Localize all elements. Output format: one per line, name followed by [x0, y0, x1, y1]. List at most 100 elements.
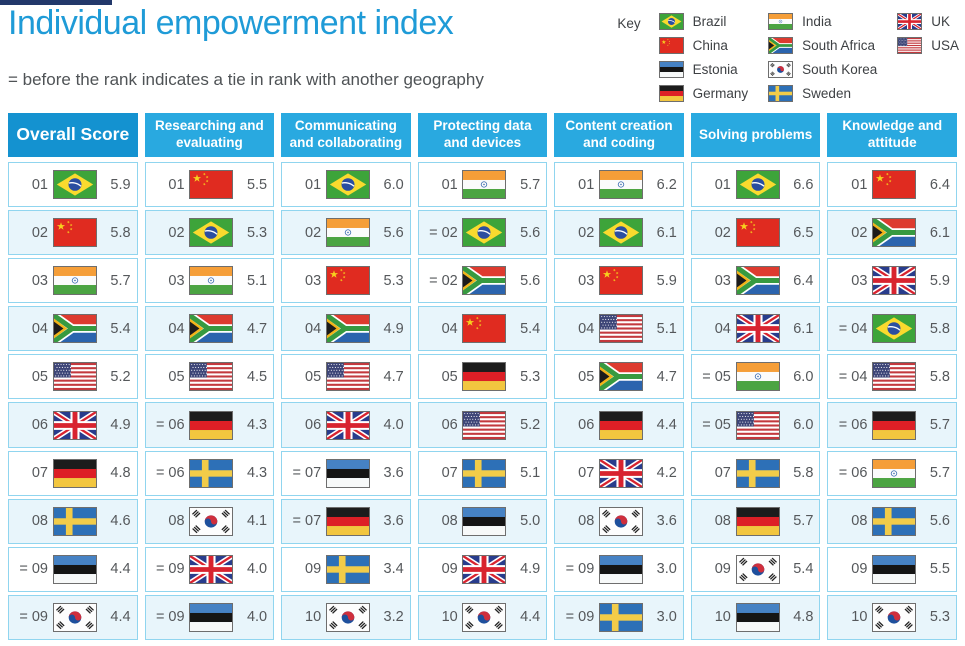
flag-germany-icon	[872, 410, 917, 440]
rank-row: 03 5.9	[827, 258, 957, 304]
score-value: 3.6	[656, 513, 677, 530]
rank-label: = 07	[292, 465, 322, 482]
flag-china-icon	[462, 314, 507, 344]
score-value: 5.4	[110, 320, 131, 337]
flag-south-korea-icon	[189, 506, 234, 536]
score-value: 4.4	[520, 609, 541, 626]
rank-row: 08 5.6	[827, 498, 957, 544]
rank-label: 10	[851, 609, 868, 626]
rank-label: = 09	[565, 561, 595, 578]
flag-brazil-icon	[658, 13, 684, 30]
flag-germany-icon	[462, 362, 507, 392]
flag-china-icon	[189, 170, 234, 200]
rank-row: = 09 4.4	[8, 594, 138, 640]
flag-china-icon	[735, 218, 780, 248]
legend-country-label: Germany	[692, 86, 749, 101]
rank-label: 06	[441, 417, 458, 434]
rank-label: 04	[31, 320, 48, 337]
rank-label: 01	[31, 176, 48, 193]
category-column-1: Overall Score 01 5.9 02 5.8 03 5.7 04 5.4 05 5.2 06…	[8, 113, 138, 640]
rank-row: = 06 4.3	[144, 450, 275, 496]
rank-label: = 04	[838, 368, 868, 385]
rank-row: 02 6.1	[827, 210, 957, 256]
page-title: Individual empowerment index	[8, 4, 454, 42]
rank-label: 04	[305, 320, 322, 337]
score-value: 4.4	[110, 609, 131, 626]
rank-row: 09 5.5	[827, 546, 957, 592]
rank-row: 01 5.5	[144, 162, 275, 208]
rank-label: = 06	[838, 417, 868, 434]
rank-row: = 09 3.0	[554, 546, 684, 592]
legend-item-china: China	[658, 37, 749, 54]
rank-label: = 05	[702, 368, 731, 385]
rank-row: 09 5.4	[690, 546, 821, 592]
flag-south-africa-icon	[735, 266, 780, 296]
flag-south-korea-icon	[872, 602, 917, 632]
flag-brazil-icon	[735, 170, 780, 200]
rank-label: = 09	[19, 561, 48, 578]
flag-south-africa-icon	[872, 218, 917, 248]
score-value: 4.7	[246, 320, 268, 337]
rank-row: 04 6.1	[690, 306, 821, 352]
legend-item-india: India	[768, 13, 877, 30]
score-value: 6.0	[383, 176, 404, 193]
ranking-table: Overall Score 01 5.9 02 5.8 03 5.7 04 5.4 05 5.2 06…	[8, 113, 957, 640]
rank-label: 05	[578, 368, 595, 385]
rank-row: 08 4.1	[144, 498, 275, 544]
rank-label: 03	[578, 272, 595, 289]
rank-label: 09	[305, 561, 322, 578]
rank-label: 06	[578, 417, 595, 434]
rank-label: 01	[441, 176, 458, 193]
rank-label: 07	[31, 465, 48, 482]
score-value: 6.1	[793, 320, 814, 337]
flag-india-icon	[189, 266, 234, 296]
score-value: 4.4	[110, 561, 131, 578]
rank-row: = 04 5.8	[827, 354, 957, 400]
tie-note: = before the rank indicates a tie in ran…	[8, 70, 484, 89]
score-value: 5.8	[793, 465, 814, 482]
category-column-5: Content creation and coding 01 6.2 02 6.1 03 5…	[554, 113, 684, 640]
flag-south-korea-icon	[462, 602, 507, 632]
flag-estonia-icon	[599, 554, 644, 584]
flag-south-africa-icon	[599, 362, 644, 392]
column-rows: 01 5.7 = 02 5.6 = 02 5.6 04 5.4 05 5.3 06 5.2 07 5.1 0…	[417, 162, 548, 640]
legend-country-label: South Korea	[802, 62, 878, 77]
flag-china-icon	[658, 37, 684, 54]
flag-china-icon	[52, 218, 97, 248]
rank-label: 03	[305, 272, 322, 289]
score-value: 5.9	[110, 176, 131, 193]
column-rows: 01 6.4 02 6.1 03 5.9 = 04 5.8 = 04 5.8 = 06 5.7 = 06…	[827, 162, 957, 640]
column-rows: 01 5.9 02 5.8 03 5.7 04 5.4 05 5.2 06 4.9 07 4.8 08 4.6…	[8, 162, 138, 640]
score-value: 5.1	[246, 272, 268, 289]
legend-label: Key	[617, 16, 641, 31]
score-value: 5.2	[520, 417, 541, 434]
score-value: 3.6	[383, 513, 404, 530]
rank-label: 03	[851, 272, 868, 289]
flag-usa-icon	[897, 37, 923, 54]
score-value: 4.0	[383, 417, 404, 434]
legend-columns: Brazil China Estonia Germany India South Afri…	[658, 13, 959, 102]
flag-sweden-icon	[52, 506, 97, 536]
rank-row: 03 5.9	[554, 258, 684, 304]
rank-row: = 06 5.7	[827, 450, 957, 496]
flag-estonia-icon	[462, 506, 507, 536]
rank-row: 02 5.3	[144, 210, 275, 256]
rank-label: 02	[168, 224, 185, 241]
score-value: 4.6	[110, 513, 131, 530]
flag-south-africa-icon	[189, 314, 234, 344]
flag-india-icon	[325, 218, 370, 248]
score-value: 4.8	[110, 465, 131, 482]
legend-country-label: UK	[931, 14, 950, 29]
column-header: Knowledge and attitude	[827, 113, 957, 157]
rank-label: 08	[31, 513, 48, 530]
rank-row: 10 4.8	[690, 594, 821, 640]
category-column-7: Knowledge and attitude 01 6.4 02 6.1 03 5.9 = 0…	[827, 113, 957, 640]
flag-south-korea-icon	[768, 61, 794, 78]
rank-label: 10	[441, 609, 458, 626]
score-value: 5.9	[656, 272, 677, 289]
rank-row: = 04 5.8	[827, 306, 957, 352]
flag-sweden-icon	[462, 458, 507, 488]
flag-uk-icon	[189, 554, 234, 584]
rank-label: 07	[578, 465, 595, 482]
rank-row: 04 4.7	[144, 306, 275, 352]
